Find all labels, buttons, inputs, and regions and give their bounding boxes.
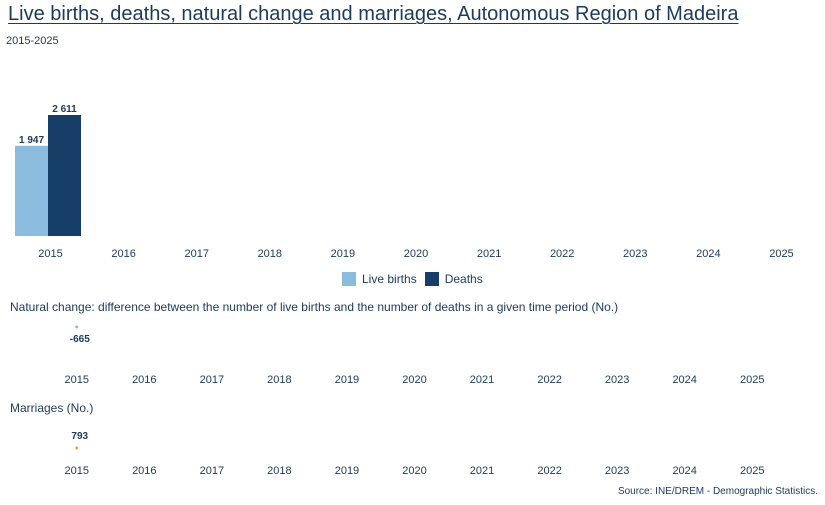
x-tick-label: 2020 — [402, 374, 426, 386]
x-tick-label: 2017 — [200, 374, 224, 386]
x-tick-label: 2023 — [605, 374, 629, 386]
x-tick-label: 2015 — [65, 374, 89, 386]
legend-label-deaths: Deaths — [444, 272, 483, 286]
bar-deaths — [48, 115, 81, 236]
bar-chart: 2015 1 947 2 611 2016 2017 2018 2019 2020 2021 20… — [15, 104, 794, 260]
x-tick-label: 2018 — [258, 248, 282, 260]
legend-item-deaths: Deaths — [424, 272, 483, 286]
natural-change-chart: 2015 -665 2016 2017 2018 2019 2020 2021 2022 2023… — [65, 325, 764, 386]
x-tick-label: 2019 — [331, 248, 355, 260]
x-tick-label: 2018 — [267, 465, 291, 477]
legend-item-live-births: Live births — [342, 272, 417, 286]
bar-live-births — [15, 145, 48, 236]
x-tick-label: 2023 — [623, 248, 647, 260]
data-point — [75, 325, 79, 329]
x-tick-label: 2024 — [672, 374, 696, 386]
x-tick-label: 2015 — [38, 248, 62, 260]
data-point — [75, 446, 79, 450]
chart-subtitle: 2015-2025 — [6, 35, 59, 47]
data-label: -665 — [70, 334, 90, 345]
x-tick-label: 2017 — [200, 465, 224, 477]
marriages-chart: 2015 793 2016 2017 2018 2019 2020 2021 2022 2023 2… — [65, 431, 765, 477]
chart-title: Live births, deaths, natural change and … — [8, 3, 739, 25]
x-tick-label: 2016 — [132, 374, 156, 386]
data-label: 793 — [71, 431, 88, 442]
x-tick-label: 2021 — [470, 465, 494, 477]
x-tick-label: 2021 — [477, 248, 501, 260]
x-tick-label: 2020 — [404, 248, 428, 260]
x-tick-label: 2022 — [537, 374, 561, 386]
x-tick-label: 2025 — [740, 465, 764, 477]
x-tick-label: 2023 — [605, 465, 629, 477]
source-note: Source: INE/DREM - Demographic Statistic… — [617, 486, 818, 497]
x-tick-label: 2019 — [335, 465, 359, 477]
legend-label-live-births: Live births — [362, 272, 417, 286]
x-tick-label: 2018 — [267, 374, 291, 386]
legend-swatch-live-births — [342, 272, 356, 286]
x-tick-label: 2020 — [402, 465, 426, 477]
x-tick-label: 2016 — [111, 248, 135, 260]
data-label: 2 611 — [52, 104, 77, 115]
x-tick-label: 2017 — [184, 248, 208, 260]
x-tick-label: 2019 — [335, 374, 359, 386]
x-tick-label: 2024 — [696, 248, 720, 260]
natural-change-title: Natural change: difference between the n… — [10, 300, 619, 314]
x-tick-label: 2016 — [132, 465, 156, 477]
x-tick-label: 2022 — [550, 248, 574, 260]
x-tick-label: 2015 — [65, 465, 89, 477]
legend-swatch-deaths — [424, 272, 439, 286]
x-tick-label: 2021 — [470, 374, 494, 386]
legend: Live births Deaths — [342, 272, 491, 286]
x-tick-label: 2024 — [672, 465, 696, 477]
x-tick-label: 2025 — [769, 248, 793, 260]
data-label: 1 947 — [19, 135, 44, 146]
x-tick-label: 2025 — [740, 374, 764, 386]
x-tick-label: 2022 — [537, 465, 561, 477]
marriages-title: Marriages (No.) — [10, 401, 94, 415]
